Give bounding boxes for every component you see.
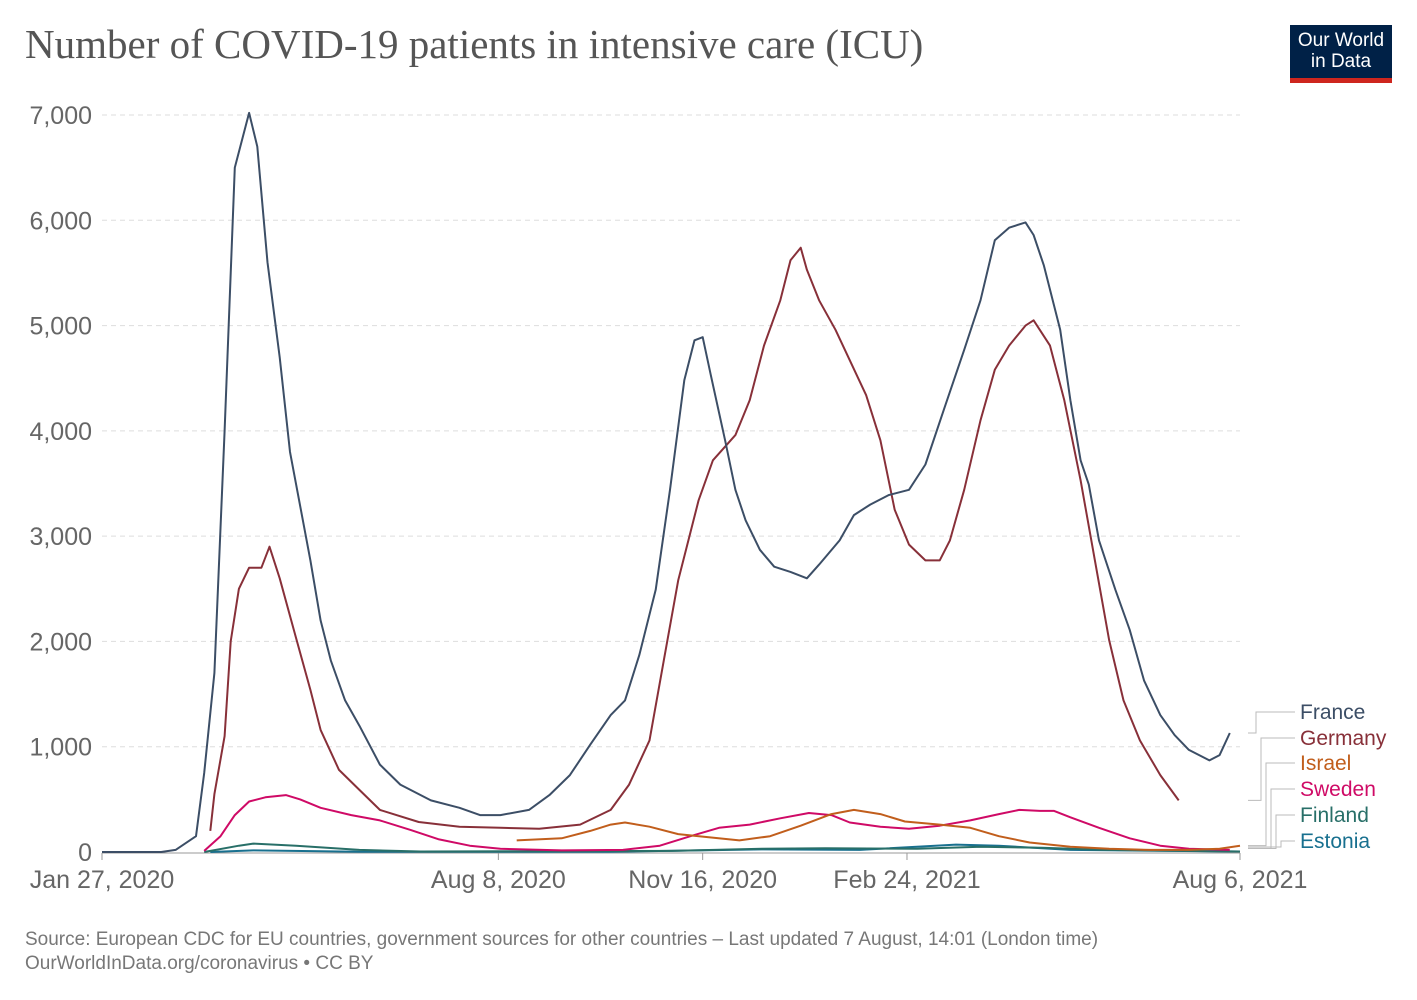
y-tick-label: 1,000 (29, 734, 92, 762)
chart-title: Number of COVID-19 patients in intensive… (25, 21, 924, 67)
source-note: Source: European CDC for EU countries, g… (25, 928, 1098, 976)
owid-logo[interactable]: Our World in Data (1290, 25, 1392, 83)
legend-label-france[interactable]: France (1300, 701, 1365, 724)
legend-label-sweden[interactable]: Sweden (1300, 778, 1376, 801)
x-tick-label: Aug 8, 2020 (431, 866, 566, 894)
x-tick-label: Nov 16, 2020 (628, 866, 777, 894)
series-line-sweden (203, 794, 1230, 852)
series-line-france (102, 111, 1231, 853)
logo-line-2: in Data (1310, 51, 1372, 72)
legend-label-estonia[interactable]: Estonia (1300, 830, 1370, 853)
legend-label-germany[interactable]: Germany (1300, 727, 1387, 750)
legend-connector (1248, 814, 1295, 849)
legend-connector (1248, 788, 1295, 849)
y-tick-label: 6,000 (29, 207, 92, 235)
gridlines (102, 114, 1240, 748)
legend-label-finland[interactable]: Finland (1300, 804, 1369, 827)
source-link[interactable]: OurWorldInData.org/coronavirus • CC BY (25, 953, 374, 974)
y-tick-label: 7,000 (29, 102, 92, 130)
series-line-israel (516, 808, 1241, 851)
source-text: Source: European CDC for EU countries, g… (25, 929, 1099, 950)
y-tick-label: 3,000 (29, 523, 92, 551)
series-line-finland (204, 842, 1241, 853)
series-line-germany (209, 246, 1180, 832)
legend-connector (1248, 737, 1295, 801)
x-tick-label: Feb 24, 2021 (833, 866, 980, 894)
y-tick-label: 5,000 (29, 313, 92, 341)
x-tick-label: Jan 27, 2020 (30, 866, 175, 894)
x-tick-label: Aug 6, 2021 (1173, 866, 1308, 894)
legend-label-israel[interactable]: Israel (1300, 752, 1351, 775)
y-tick-label: 2,000 (29, 628, 92, 656)
y-tick-label: 0 (78, 839, 92, 867)
legend-connector (1248, 762, 1295, 847)
y-axis: 0 1,000 2,000 3,000 4,000 5,000 6,000 7,000 (29, 102, 92, 867)
logo-line-1: Our World (1297, 30, 1385, 51)
series-lines (102, 111, 1241, 853)
y-tick-label: 4,000 (29, 418, 92, 446)
x-axis: Jan 27, 2020 Aug 8, 2020 Nov 16, 2020 Feb 2… (30, 852, 1308, 894)
legend-connector (1248, 711, 1295, 734)
legend-connector (1248, 840, 1295, 848)
